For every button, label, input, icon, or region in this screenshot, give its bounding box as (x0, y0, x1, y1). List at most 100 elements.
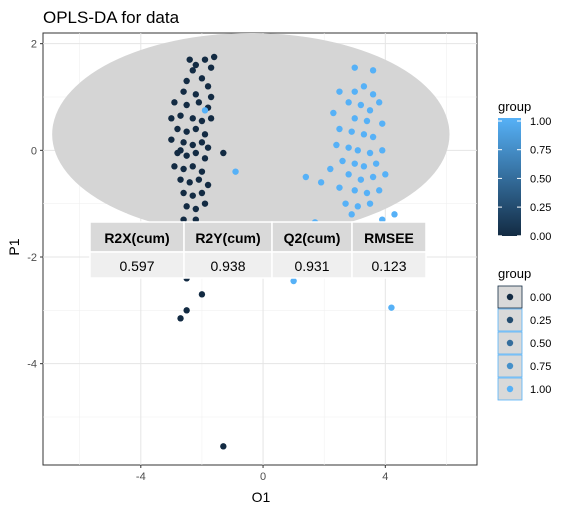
legend-point (506, 293, 514, 301)
point-legend: group 0.00 0.25 0.50 0.75 1.00 (497, 266, 551, 401)
table-header-text: R2X(cum) (104, 230, 169, 246)
legend-point (506, 339, 514, 347)
data-point (198, 139, 206, 146)
data-point (210, 53, 218, 61)
data-point (186, 179, 193, 186)
data-point (379, 120, 386, 127)
data-point (354, 203, 362, 210)
data-point (198, 189, 206, 197)
x-axis-label: O1 (252, 489, 271, 505)
data-point (351, 64, 358, 71)
data-point (198, 291, 206, 298)
data-point (348, 128, 355, 135)
y-tick-label: -4 (27, 359, 37, 371)
data-point (183, 128, 190, 135)
data-point (189, 163, 196, 170)
table-header-cell (89, 221, 185, 253)
y-axis-label: P1 (6, 238, 22, 255)
data-point (201, 56, 209, 63)
y-tick-label: -2 (27, 252, 37, 264)
data-point (183, 152, 190, 159)
colorbar-legend-title: group (498, 99, 531, 114)
data-point (201, 155, 209, 162)
legend-point (506, 362, 514, 370)
data-point (366, 200, 374, 207)
data-point (369, 91, 377, 98)
table-value-text: 0.597 (119, 258, 154, 274)
data-point (180, 189, 187, 197)
data-point (180, 139, 187, 146)
x-tick-label: 0 (260, 471, 266, 483)
colorbar-label: 1.00 (530, 116, 551, 128)
x-tick-label: 4 (382, 471, 388, 483)
data-point (168, 136, 175, 143)
legend-label: 0.50 (530, 338, 551, 350)
data-point (369, 173, 377, 181)
data-point (363, 189, 371, 197)
data-point (327, 165, 334, 173)
data-point (354, 147, 362, 154)
data-point (375, 99, 383, 106)
data-point (317, 179, 325, 186)
data-point (180, 165, 187, 173)
data-point (180, 88, 187, 95)
data-point (207, 93, 215, 101)
plot-panel: R2X(cum) 0.597 R2Y(cum) 0.938 Q2(cum) 0.931 RM… (42, 32, 478, 466)
y-tick-label: 0 (31, 145, 37, 157)
y-tick-labels: 2 0 -2 -4 (27, 39, 43, 371)
data-point (391, 211, 398, 218)
data-point (183, 307, 190, 314)
data-point (201, 131, 209, 138)
table-value-cell (89, 251, 185, 279)
data-point (360, 163, 368, 170)
data-point (183, 101, 190, 109)
table-header-cell (183, 221, 273, 253)
table-value-text: 0.938 (210, 258, 245, 274)
data-point (195, 99, 203, 106)
data-point (363, 117, 371, 125)
data-point (201, 200, 209, 207)
legend-label: 0.00 (530, 292, 551, 304)
legend-point (506, 316, 514, 324)
data-point (171, 99, 178, 106)
stats-table: R2X(cum) 0.597 R2Y(cum) 0.938 Q2(cum) 0.931 RM… (89, 221, 427, 279)
data-point (171, 163, 178, 170)
data-point (388, 304, 395, 311)
legend-point (506, 385, 514, 393)
x-tick-labels: -4 0 4 (136, 465, 388, 483)
data-point (366, 107, 374, 114)
data-point (189, 67, 196, 74)
data-point (290, 277, 297, 285)
legend-label: 1.00 (530, 384, 551, 396)
data-point (198, 117, 206, 125)
data-point (302, 173, 310, 181)
data-point (192, 61, 200, 69)
table-header-cell (271, 221, 353, 253)
data-point (345, 144, 352, 151)
data-point (372, 160, 380, 167)
colorbar-legend: group 1.00 0.75 0.50 0.25 0.00 (498, 99, 551, 243)
data-point (351, 115, 358, 122)
data-point (345, 99, 352, 106)
data-point (192, 91, 200, 98)
data-point (348, 211, 355, 218)
data-point (220, 443, 227, 450)
data-point (192, 149, 200, 157)
legend-label: 0.25 (530, 315, 551, 327)
data-point (360, 83, 368, 90)
data-point (198, 75, 206, 82)
data-point (183, 77, 190, 85)
data-point (174, 125, 181, 133)
data-point (360, 131, 368, 138)
data-point (366, 149, 374, 157)
data-point (204, 83, 212, 90)
data-point (369, 133, 377, 141)
data-point (168, 115, 175, 122)
data-point (192, 205, 200, 213)
colorbar-label: 0.25 (530, 202, 551, 214)
data-point (201, 107, 209, 114)
data-point (177, 147, 184, 154)
y-tick-label: 2 (31, 39, 37, 51)
colorbar-label: 0.00 (530, 231, 551, 243)
